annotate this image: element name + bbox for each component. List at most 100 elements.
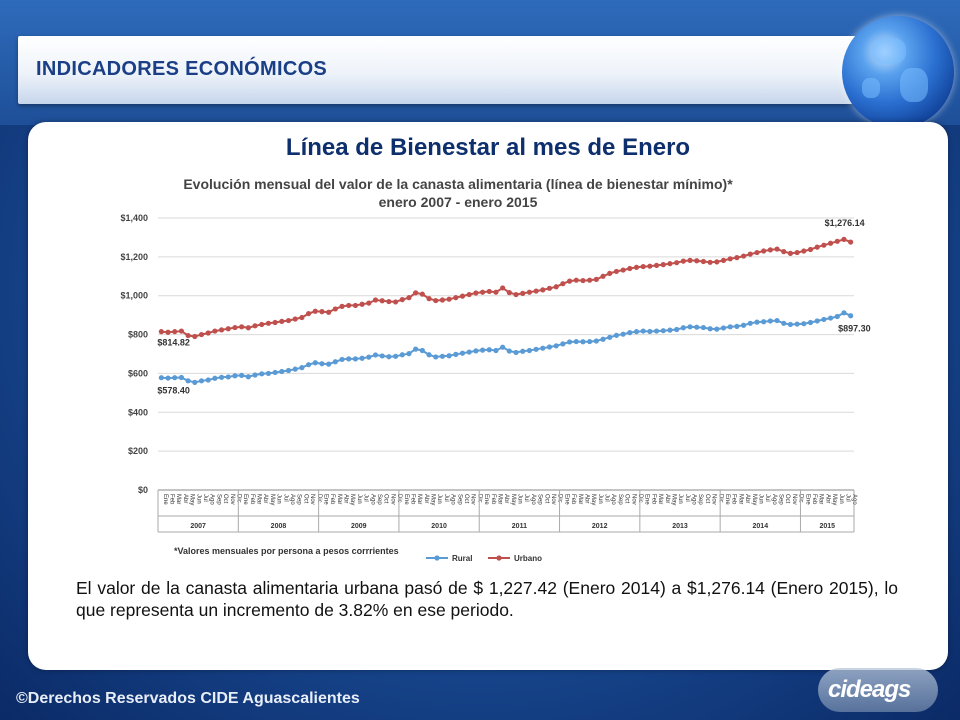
x-tick-label: Jun (195, 494, 201, 504)
x-tick-label: Feb (570, 494, 576, 505)
x-tick-label: Jul (202, 494, 208, 502)
globe-icon (842, 16, 954, 128)
x-tick-label: Feb (811, 494, 817, 505)
x-tick-label: Jun (517, 494, 523, 504)
urbano-data-point (807, 246, 814, 253)
rural-data-point (700, 324, 707, 331)
rural-data-point (740, 322, 747, 328)
urbano-data-point (259, 321, 265, 328)
year-label: 2010 (431, 523, 447, 530)
urbano-data-point (265, 320, 272, 326)
rural-data-point (185, 378, 191, 384)
x-tick-label: Sep (296, 494, 302, 505)
rural-data-point (165, 375, 171, 381)
x-tick-label: May (670, 494, 676, 505)
x-tick-label: Sep (456, 494, 462, 505)
rural-data-point (814, 318, 820, 324)
x-tick-label: May (349, 494, 355, 505)
rural-data-point (506, 348, 512, 354)
rural-data-point (566, 339, 573, 345)
x-tick-label: May (831, 494, 837, 505)
x-tick-label: May (510, 494, 516, 505)
rural-data-point (319, 361, 325, 367)
urbano-data-point (312, 308, 318, 314)
x-tick-label: Oct (222, 494, 228, 504)
x-tick-label: May (269, 494, 275, 505)
header-bar (18, 36, 870, 104)
rural-data-point (841, 310, 847, 316)
urbano-data-point (740, 253, 747, 259)
x-tick-label: Nov (309, 494, 315, 505)
x-tick-label: Sep (215, 494, 221, 505)
x-tick-label: Jun (677, 494, 683, 504)
urbano-data-point (406, 295, 412, 301)
x-tick-label: Sep (778, 494, 784, 505)
header-title: INDICADORES ECONÓMICOS (36, 58, 328, 80)
rural-data-point (667, 327, 673, 333)
rural-legend-marker (434, 555, 440, 561)
y-tick-label: $200 (128, 446, 148, 456)
urbano-data-point (774, 246, 780, 252)
rural-data-point (466, 349, 472, 355)
urbano-data-point (520, 290, 526, 296)
x-tick-label: Sep (617, 494, 623, 505)
rural-data-point (259, 371, 265, 377)
urbano-data-point (493, 289, 499, 295)
urbano-data-point (332, 306, 338, 312)
urbano-data-point (694, 258, 700, 264)
rural-data-point (346, 356, 352, 362)
x-tick-label: Jun (276, 494, 282, 504)
rural-data-point (245, 374, 251, 380)
urbano-data-point (754, 249, 760, 256)
x-tick-label: Mar (416, 494, 422, 504)
urbano-data-point (439, 297, 446, 303)
urbano-data-point (326, 309, 332, 315)
rural-data-point (352, 356, 359, 362)
y-tick-label: $600 (128, 368, 148, 378)
urbano-data-point (185, 332, 191, 339)
urbano-data-point (513, 291, 519, 298)
rural-data-point (500, 344, 506, 350)
x-tick-label: May (430, 494, 436, 505)
urbano-data-point (653, 262, 660, 269)
x-tick-label: Ago (691, 494, 697, 505)
rural-data-point (479, 347, 486, 353)
rural-data-point (560, 341, 566, 347)
urbano-data-point (500, 285, 506, 291)
urbano-data-point (305, 310, 312, 317)
x-tick-label: Mar (256, 494, 262, 504)
x-tick-label: Abr (343, 494, 349, 503)
urbano-data-point (252, 323, 258, 329)
chart-subtitle: enero 2007 - enero 2015 (378, 194, 538, 210)
urbano-data-point (352, 302, 359, 309)
x-tick-label: Jun (597, 494, 603, 504)
year-label: 2011 (512, 523, 527, 530)
x-tick-label: May (189, 494, 195, 505)
rural-data-point (413, 346, 419, 352)
x-tick-label: Ago (450, 494, 456, 505)
rural-data-point (727, 324, 733, 330)
x-tick-label: Sep (697, 494, 703, 505)
x-tick-label: Jul (844, 494, 850, 502)
x-tick-label: Jul (523, 494, 529, 502)
rural-data-point (754, 319, 760, 325)
x-tick-label: Feb (490, 494, 496, 505)
x-tick-label: Nov (470, 494, 476, 505)
urbano-data-point (399, 297, 405, 303)
urbano-data-point (680, 258, 686, 264)
urbano-data-point (413, 290, 419, 296)
urbano-data-point (239, 324, 245, 330)
rural-data-point (252, 372, 258, 378)
x-tick-label: Ago (209, 494, 215, 505)
x-tick-label: Jul (363, 494, 369, 502)
year-label: 2012 (592, 523, 608, 530)
urbano-data-point (232, 324, 238, 331)
rural-data-point (720, 325, 727, 331)
x-tick-label: Nov (389, 494, 395, 505)
y-tick-label: $1,200 (120, 252, 148, 262)
x-tick-label: Jun (757, 494, 763, 504)
x-tick-label: Oct (463, 494, 469, 504)
rural-data-point (326, 361, 332, 367)
x-tick-label: Mar (175, 494, 181, 504)
